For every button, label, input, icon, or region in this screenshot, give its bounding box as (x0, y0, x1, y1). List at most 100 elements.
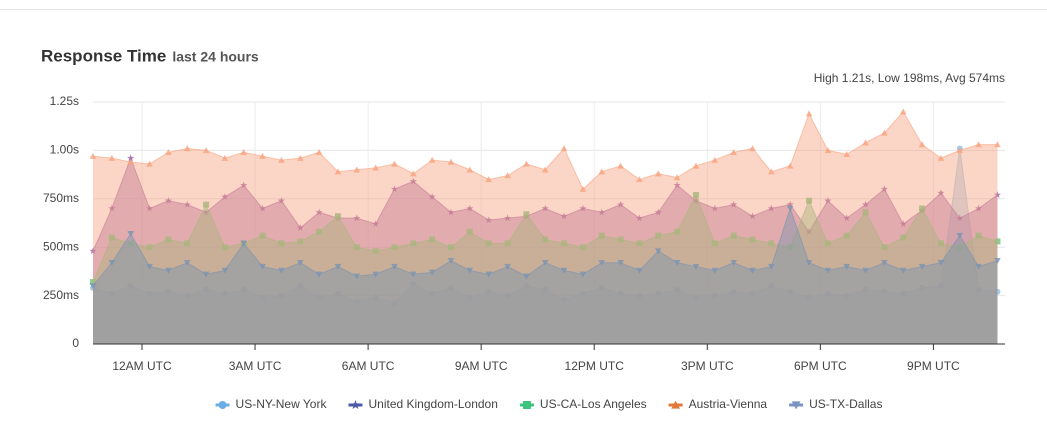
marker (429, 290, 436, 297)
marker (297, 238, 304, 245)
legend: US-NY-New York United Kingdom-London US-CA… (215, 397, 882, 411)
marker (523, 282, 530, 289)
marker (522, 401, 531, 409)
marker (880, 185, 888, 193)
marker (674, 286, 681, 293)
marker (919, 205, 926, 212)
marker (843, 232, 850, 239)
marker (617, 200, 625, 208)
marker (448, 284, 455, 291)
marker (824, 290, 831, 297)
marker (146, 263, 153, 270)
marker (900, 234, 907, 241)
marker (504, 263, 511, 270)
marker (108, 290, 115, 297)
marker (617, 259, 624, 266)
marker (937, 259, 945, 266)
marker (598, 259, 606, 266)
marker (994, 258, 1001, 265)
marker (786, 200, 794, 208)
marker (636, 292, 643, 299)
series (90, 191, 1001, 344)
marker (184, 292, 191, 299)
marker (956, 244, 963, 251)
marker (523, 273, 530, 280)
marker (787, 288, 794, 295)
marker (541, 259, 549, 266)
marker (523, 160, 530, 167)
marker (315, 271, 323, 278)
marker (409, 177, 417, 185)
series (89, 108, 1001, 345)
marker (711, 292, 718, 299)
marker (390, 185, 399, 193)
marker (786, 162, 794, 169)
marker (748, 212, 757, 220)
marker (937, 154, 945, 161)
marker (504, 292, 511, 299)
marker (447, 158, 455, 165)
marker (674, 228, 681, 235)
marker (391, 244, 398, 251)
marker (975, 141, 982, 148)
marker (240, 286, 247, 293)
chart-subtitle: last 24 hours (172, 49, 259, 65)
marker (560, 267, 568, 274)
marker (277, 196, 285, 204)
marker (202, 271, 210, 278)
marker (89, 152, 97, 159)
marker (692, 162, 700, 169)
marker (655, 290, 662, 297)
marker (824, 240, 831, 247)
marker (221, 290, 228, 297)
marker (654, 208, 662, 216)
marker (203, 286, 210, 293)
marker (165, 288, 172, 295)
marker (919, 284, 926, 291)
marker (598, 208, 606, 216)
marker (956, 147, 964, 154)
marker (447, 258, 455, 265)
marker (768, 168, 775, 175)
area (93, 158, 998, 344)
marker (296, 154, 304, 161)
y-tick-label: 0 (72, 336, 79, 350)
marker (315, 208, 323, 216)
x-tick-label: 6PM UTC (794, 359, 847, 373)
marker (768, 240, 775, 247)
marker (824, 196, 832, 204)
marker (560, 145, 568, 152)
marker (108, 204, 116, 212)
marker (636, 267, 643, 274)
marker (937, 282, 944, 289)
marker (485, 271, 493, 278)
marker (711, 204, 719, 212)
marker (768, 282, 775, 289)
marker (768, 263, 775, 270)
marker (542, 236, 549, 243)
x-tick-label: 6AM UTC (342, 359, 395, 373)
marker (598, 168, 606, 175)
x-tick-label: 9AM UTC (455, 359, 508, 373)
marker (791, 401, 801, 410)
marker (372, 271, 379, 278)
marker (673, 174, 681, 181)
marker (824, 267, 832, 274)
marker (278, 240, 285, 247)
marker (937, 189, 945, 197)
marker (165, 149, 172, 156)
legend-label: United Kingdom-London (368, 397, 497, 411)
marker (259, 232, 266, 239)
marker (448, 244, 455, 251)
marker (730, 288, 737, 295)
marker (843, 292, 850, 299)
marker (127, 282, 134, 289)
marker (391, 263, 398, 270)
marker (353, 214, 361, 222)
marker (806, 294, 813, 301)
marker (334, 168, 342, 175)
marker (183, 259, 191, 266)
marker (278, 292, 285, 299)
marker (861, 200, 870, 208)
